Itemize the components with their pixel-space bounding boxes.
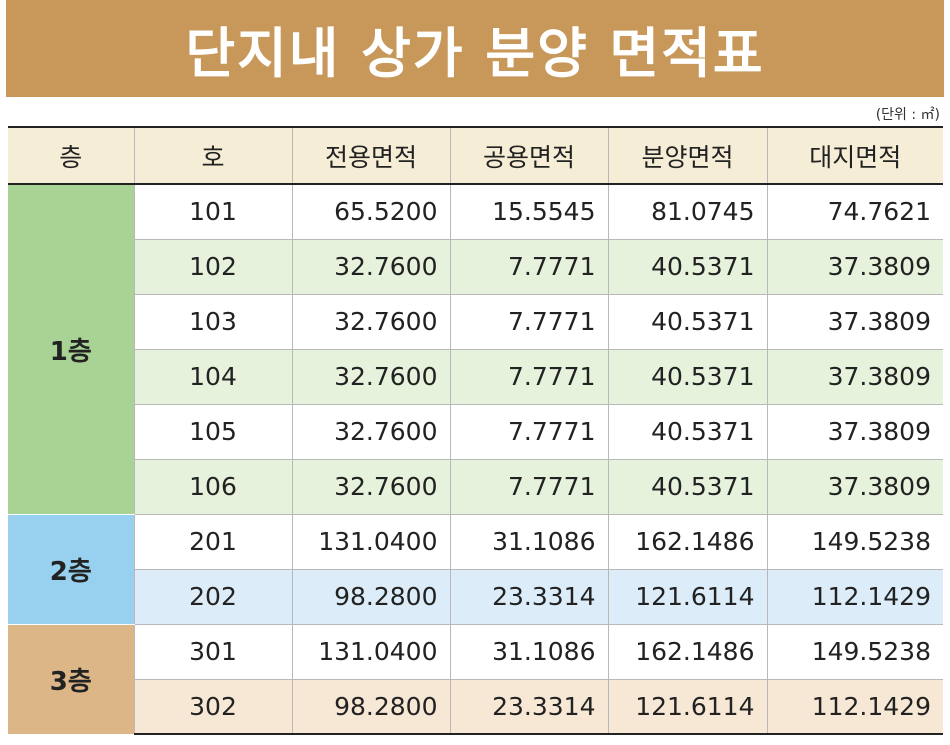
cell-common-area: 31.1086 xyxy=(449,514,608,570)
cell-land-area: 149.5238 xyxy=(766,624,943,680)
cell-sale-area: 121.6114 xyxy=(607,569,767,625)
cell-exclusive-area: 32.7600 xyxy=(291,349,450,405)
table-row: 3층 301 131.0400 31.1086 162.1486 149.523… xyxy=(8,624,943,735)
table-row: 102 32.7600 7.7771 40.5371 37.3809 xyxy=(8,239,943,295)
cell-common-area: 23.3314 xyxy=(449,569,608,625)
cell-sale-area: 40.5371 xyxy=(607,404,767,460)
header-row: 층 호 전용면적 공용면적 분양면적 대지면적 xyxy=(8,126,943,185)
cell-unit: 104 xyxy=(133,349,292,405)
cell-exclusive-area: 98.2800 xyxy=(291,569,450,625)
cell-exclusive-area: 32.7600 xyxy=(291,294,450,350)
table-row: 1층 101 65.5200 15.5545 81.0745 74.7621 xyxy=(8,184,943,515)
cell-exclusive-area: 98.2800 xyxy=(291,679,450,735)
cell-land-area: 112.1429 xyxy=(766,569,943,625)
cell-sale-area: 81.0745 xyxy=(607,184,767,240)
cell-land-area: 37.3809 xyxy=(766,239,943,295)
area-table: 층 호 전용면적 공용면적 분양면적 대지면적 1층 101 65.5200 1… xyxy=(8,126,943,735)
table-row: 105 32.7600 7.7771 40.5371 37.3809 xyxy=(8,404,943,460)
cell-exclusive-area: 131.0400 xyxy=(291,514,450,570)
table-row: 302 98.2800 23.3314 121.6114 112.1429 xyxy=(8,679,943,735)
cell-common-area: 23.3314 xyxy=(449,679,608,735)
cell-exclusive-area: 32.7600 xyxy=(291,404,450,460)
cell-exclusive-area: 65.5200 xyxy=(291,184,450,240)
cell-common-area: 7.7771 xyxy=(449,349,608,405)
cell-land-area: 37.3809 xyxy=(766,349,943,405)
cell-sale-area: 162.1486 xyxy=(607,514,767,570)
cell-land-area: 149.5238 xyxy=(766,514,943,570)
table-row: 202 98.2800 23.3314 121.6114 112.1429 xyxy=(8,569,943,625)
cell-sale-area: 162.1486 xyxy=(607,624,767,680)
header-sale-area: 분양면적 xyxy=(607,126,767,185)
cell-exclusive-area: 32.7600 xyxy=(291,239,450,295)
floor-cell-3: 3층 xyxy=(8,624,134,735)
cell-unit: 101 xyxy=(133,184,292,240)
cell-land-area: 37.3809 xyxy=(766,294,943,350)
header-floor: 층 xyxy=(8,126,134,185)
cell-unit: 301 xyxy=(133,624,292,680)
cell-sale-area: 40.5371 xyxy=(607,239,767,295)
cell-common-area: 7.7771 xyxy=(449,239,608,295)
page-title: 단지내 상가 분양 면적표 xyxy=(185,22,765,85)
title-bar: 단지내 상가 분양 면적표 xyxy=(6,0,944,97)
header-unit: 호 xyxy=(133,126,292,185)
cell-common-area: 31.1086 xyxy=(449,624,608,680)
cell-unit: 106 xyxy=(133,459,292,515)
cell-unit: 201 xyxy=(133,514,292,570)
cell-common-area: 15.5545 xyxy=(449,184,608,240)
header-land-area: 대지면적 xyxy=(766,126,943,185)
cell-exclusive-area: 131.0400 xyxy=(291,624,450,680)
cell-unit: 103 xyxy=(133,294,292,350)
table-row: 103 32.7600 7.7771 40.5371 37.3809 xyxy=(8,294,943,350)
floor-cell-1: 1층 xyxy=(8,184,134,515)
cell-common-area: 7.7771 xyxy=(449,404,608,460)
cell-unit: 102 xyxy=(133,239,292,295)
cell-sale-area: 40.5371 xyxy=(607,294,767,350)
floor-cell-2: 2층 xyxy=(8,514,134,625)
cell-exclusive-area: 32.7600 xyxy=(291,459,450,515)
cell-sale-area: 40.5371 xyxy=(607,459,767,515)
header-exclusive-area: 전용면적 xyxy=(291,126,450,185)
cell-unit: 105 xyxy=(133,404,292,460)
cell-sale-area: 40.5371 xyxy=(607,349,767,405)
cell-land-area: 37.3809 xyxy=(766,459,943,515)
cell-land-area: 112.1429 xyxy=(766,679,943,735)
cell-common-area: 7.7771 xyxy=(449,459,608,515)
unit-label: (단위 : ㎡) xyxy=(875,107,940,123)
cell-unit: 202 xyxy=(133,569,292,625)
cell-unit: 302 xyxy=(133,679,292,735)
cell-land-area: 74.7621 xyxy=(766,184,943,240)
table-row: 106 32.7600 7.7771 40.5371 37.3809 xyxy=(8,459,943,515)
cell-common-area: 7.7771 xyxy=(449,294,608,350)
cell-sale-area: 121.6114 xyxy=(607,679,767,735)
table-row: 104 32.7600 7.7771 40.5371 37.3809 xyxy=(8,349,943,405)
table-row: 2층 201 131.0400 31.1086 162.1486 149.523… xyxy=(8,514,943,625)
cell-land-area: 37.3809 xyxy=(766,404,943,460)
header-common-area: 공용면적 xyxy=(449,126,608,185)
